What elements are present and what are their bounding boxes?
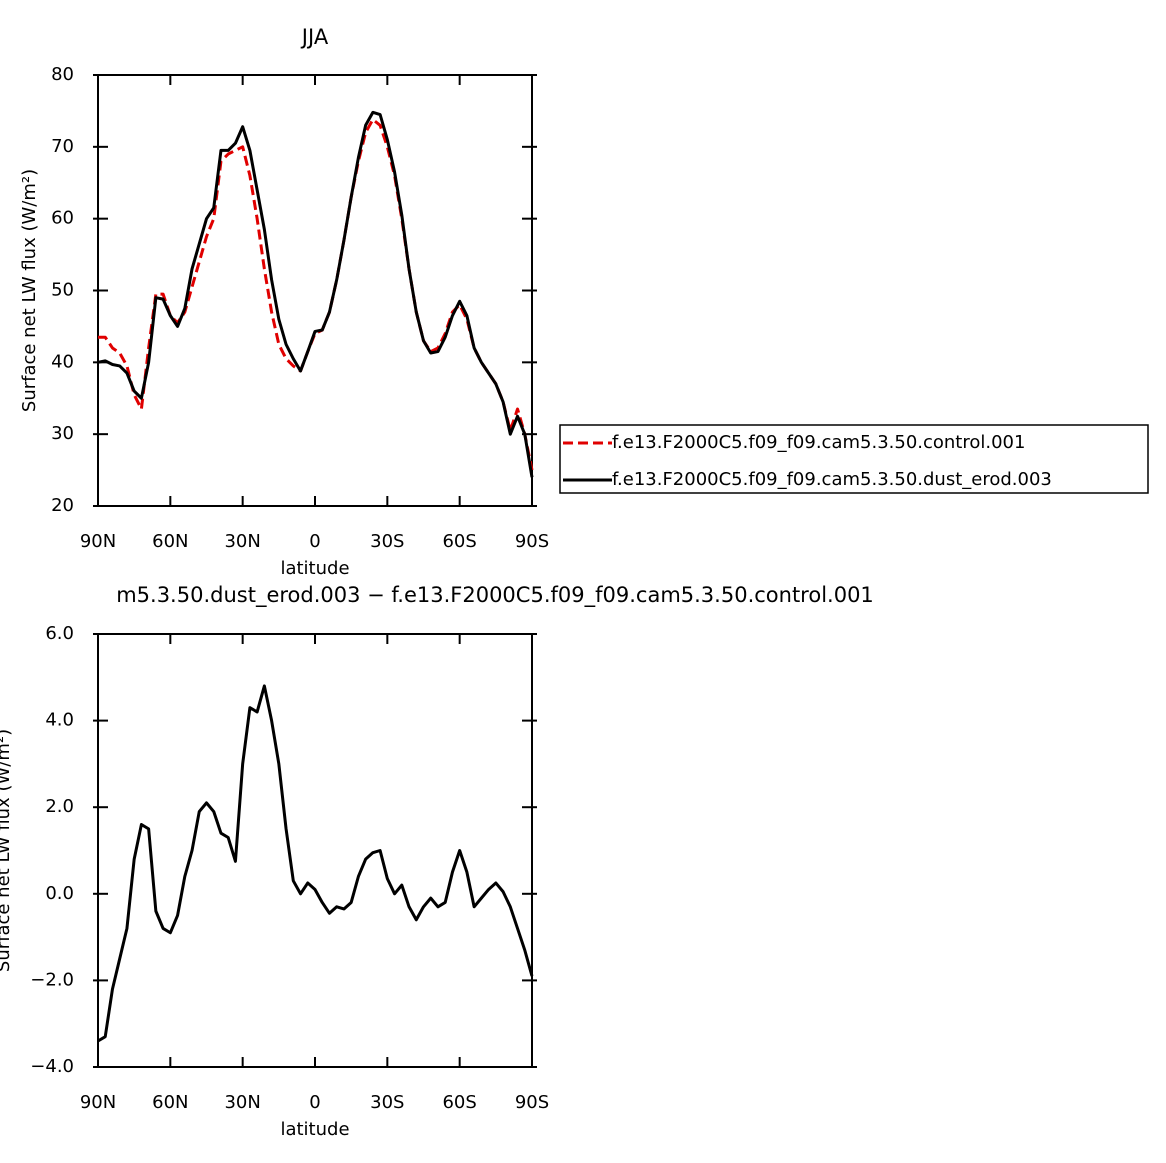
x-tick-label: 90S xyxy=(515,531,549,552)
data-line xyxy=(97,684,534,1043)
x-tick-label: 60S xyxy=(442,531,476,552)
x-tick-label: 60N xyxy=(152,1092,188,1113)
plot-frame xyxy=(97,633,533,1068)
legend-label: f.e13.F2000C5.f09_f09.cam5.3.50.control.… xyxy=(612,432,1025,453)
legend-box xyxy=(559,424,1149,494)
chart-title: m5.3.50.dust_erod.003 − f.e13.F2000C5.f0… xyxy=(116,583,874,608)
y-tick-label: −2.0 xyxy=(30,969,74,990)
y-tick-label: 70 xyxy=(51,136,74,157)
y-tick-label: 0.0 xyxy=(45,883,74,904)
y-tick-label: 6.0 xyxy=(45,623,74,644)
x-tick-label: 0 xyxy=(309,1092,320,1113)
y-tick-label: −4.0 xyxy=(30,1056,74,1077)
x-tick-label: 90N xyxy=(80,1092,116,1113)
x-tick-label: 90S xyxy=(515,1092,549,1113)
x-tick-label: 60N xyxy=(152,531,188,552)
legend-label: f.e13.F2000C5.f09_f09.cam5.3.50.dust_ero… xyxy=(612,469,1052,490)
plot-frame xyxy=(97,74,533,507)
y-axis-label: Surface net LW flux (W/m²) xyxy=(19,169,40,412)
y-tick-label: 80 xyxy=(51,64,74,85)
x-tick-label: 0 xyxy=(309,531,320,552)
x-axis-label: latitude xyxy=(280,558,349,579)
y-tick-label: 60 xyxy=(51,208,74,229)
x-axis-label: latitude xyxy=(280,1119,349,1140)
y-tick-label: 40 xyxy=(51,351,74,372)
y-tick-label: 30 xyxy=(51,423,74,444)
data-line xyxy=(97,110,534,478)
chart-title: JJA xyxy=(300,25,329,49)
data-line xyxy=(98,118,534,471)
y-tick-label: 20 xyxy=(51,495,74,516)
y-tick-label: 2.0 xyxy=(45,796,74,817)
x-tick-label: 30N xyxy=(224,1092,260,1113)
x-tick-label: 60S xyxy=(442,1092,476,1113)
x-tick-label: 30S xyxy=(370,531,404,552)
y-axis-label: Surface net LW flux (W/m²) xyxy=(0,729,14,972)
x-tick-label: 30S xyxy=(370,1092,404,1113)
y-tick-label: 4.0 xyxy=(45,710,74,731)
x-tick-label: 90N xyxy=(80,531,116,552)
y-tick-label: 50 xyxy=(51,280,74,301)
x-tick-label: 30N xyxy=(224,531,260,552)
